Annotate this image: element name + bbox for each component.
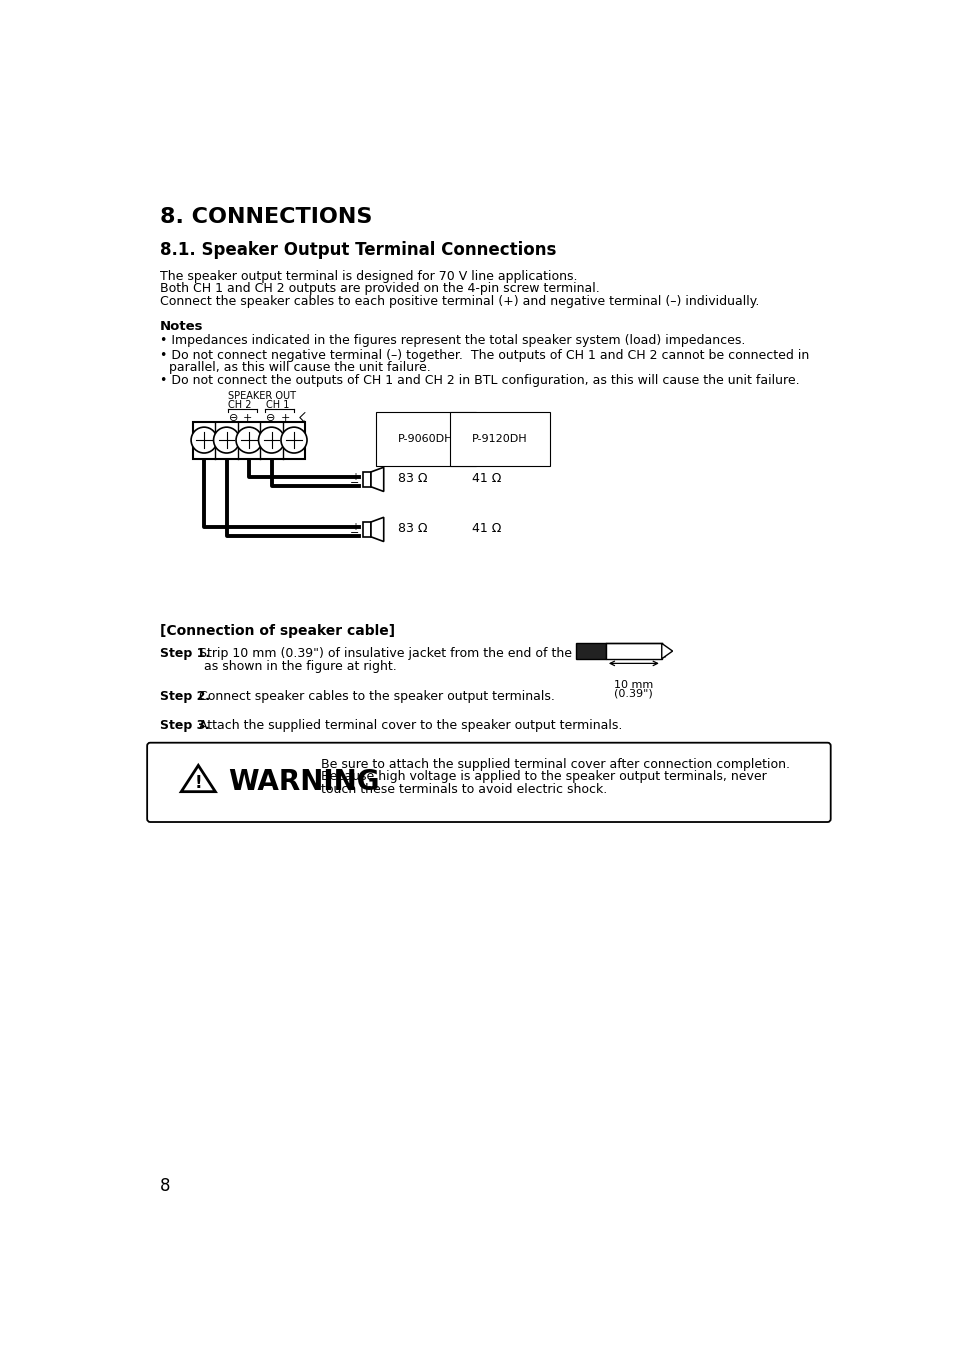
- Text: +: +: [351, 523, 358, 532]
- Text: 8. CONNECTIONS: 8. CONNECTIONS: [159, 207, 372, 227]
- Bar: [363, 471, 371, 486]
- Text: CH 2: CH 2: [228, 400, 251, 411]
- Circle shape: [281, 427, 307, 453]
- Bar: [605, 643, 661, 659]
- Text: parallel, as this will cause the unit failure.: parallel, as this will cause the unit fa…: [169, 361, 430, 374]
- Text: Step 3.: Step 3.: [159, 719, 210, 732]
- Polygon shape: [181, 766, 215, 792]
- Text: • Do not connect negative terminal (–) together.  The outputs of CH 1 and CH 2 c: • Do not connect negative terminal (–) t…: [159, 349, 808, 362]
- Text: Because high voltage is applied to the speaker output terminals, never: Because high voltage is applied to the s…: [320, 770, 765, 784]
- Text: Step 1.: Step 1.: [159, 647, 210, 661]
- Text: • Do not connect the outputs of CH 1 and CH 2 in BTL configuration, as this will: • Do not connect the outputs of CH 1 and…: [159, 374, 799, 386]
- Text: +: +: [280, 413, 290, 423]
- Circle shape: [258, 427, 284, 453]
- Text: Attach the supplied terminal cover to the speaker output terminals.: Attach the supplied terminal cover to th…: [195, 719, 622, 732]
- Text: 10 mm: 10 mm: [614, 680, 653, 689]
- Text: WARNING: WARNING: [228, 769, 379, 796]
- Text: ⊖: ⊖: [266, 413, 275, 423]
- Text: CH 1: CH 1: [266, 400, 290, 411]
- Circle shape: [213, 427, 239, 453]
- Text: The speaker output terminal is designed for 70 V line applications.: The speaker output terminal is designed …: [159, 270, 577, 282]
- Text: P-9060DH: P-9060DH: [397, 434, 454, 444]
- Text: (0.39"): (0.39"): [614, 689, 653, 698]
- Text: ⊖: ⊖: [229, 413, 238, 423]
- Bar: [363, 521, 371, 536]
- Text: 41 Ω: 41 Ω: [472, 473, 500, 485]
- Text: SPEAKER OUT: SPEAKER OUT: [228, 390, 295, 401]
- Text: −: −: [349, 478, 358, 488]
- Text: Strip 10 mm (0.39") of insulative jacket from the end of the speaker cable,: Strip 10 mm (0.39") of insulative jacket…: [195, 647, 667, 661]
- Circle shape: [235, 427, 262, 453]
- Text: +: +: [351, 471, 358, 482]
- Bar: [193, 422, 305, 458]
- FancyBboxPatch shape: [147, 743, 830, 821]
- Text: +: +: [243, 413, 253, 423]
- Polygon shape: [661, 643, 672, 659]
- Circle shape: [191, 427, 217, 453]
- Text: Step 2.: Step 2.: [159, 689, 210, 703]
- Text: 41 Ω: 41 Ω: [472, 523, 500, 535]
- Polygon shape: [371, 517, 383, 542]
- Text: as shown in the figure at right.: as shown in the figure at right.: [204, 659, 396, 673]
- Bar: [576, 643, 605, 659]
- Text: Connect speaker cables to the speaker output terminals.: Connect speaker cables to the speaker ou…: [195, 689, 555, 703]
- Text: Notes: Notes: [159, 320, 203, 332]
- Text: ☇: ☇: [297, 411, 306, 426]
- Text: P-9120DH: P-9120DH: [472, 434, 527, 444]
- Text: 83 Ω: 83 Ω: [397, 523, 427, 535]
- Text: −: −: [349, 528, 358, 538]
- Text: !: !: [194, 774, 202, 792]
- Text: 8.1. Speaker Output Terminal Connections: 8.1. Speaker Output Terminal Connections: [159, 242, 556, 259]
- Text: Both CH 1 and CH 2 outputs are provided on the 4-pin screw terminal.: Both CH 1 and CH 2 outputs are provided …: [159, 282, 598, 296]
- Text: • Impedances indicated in the figures represent the total speaker system (load) : • Impedances indicated in the figures re…: [159, 334, 744, 347]
- Text: Be sure to attach the supplied terminal cover after connection completion.: Be sure to attach the supplied terminal …: [320, 758, 789, 771]
- Text: 8: 8: [159, 1177, 170, 1196]
- Text: 83 Ω: 83 Ω: [397, 473, 427, 485]
- Text: [Connection of speaker cable]: [Connection of speaker cable]: [159, 624, 395, 638]
- Text: Connect the speaker cables to each positive terminal (+) and negative terminal (: Connect the speaker cables to each posit…: [159, 295, 759, 308]
- Polygon shape: [371, 467, 383, 492]
- Text: touch these terminals to avoid electric shock.: touch these terminals to avoid electric …: [320, 782, 606, 796]
